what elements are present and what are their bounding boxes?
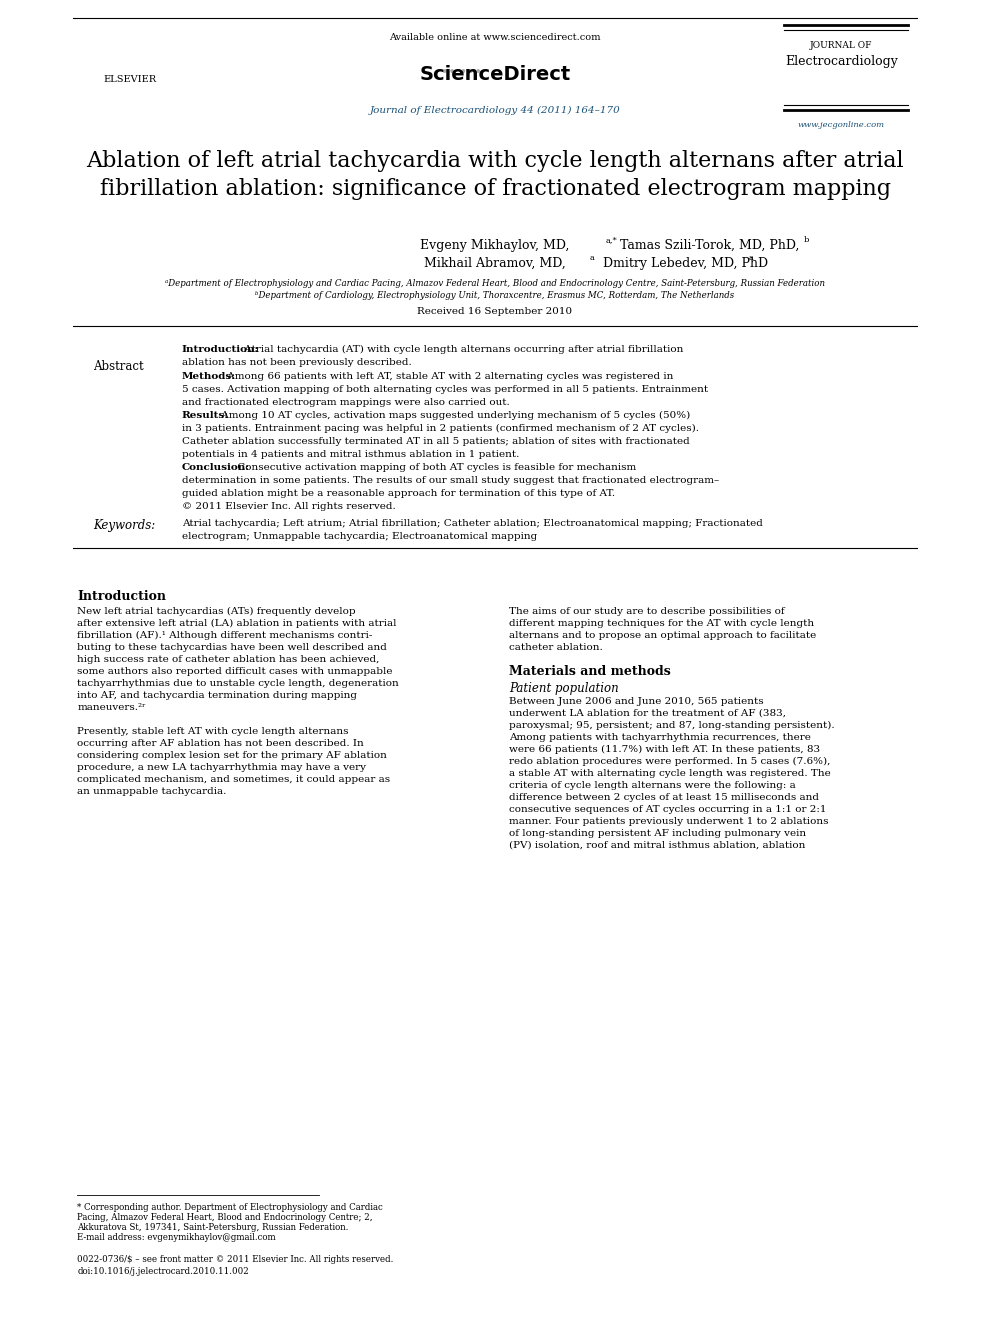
Text: JOURNAL OF: JOURNAL OF [810, 41, 872, 49]
Text: consecutive sequences of AT cycles occurring in a 1:1 or 2:1: consecutive sequences of AT cycles occur… [509, 805, 827, 814]
Text: Electrocardiology: Electrocardiology [785, 55, 898, 69]
Text: Presently, stable left AT with cycle length alternans: Presently, stable left AT with cycle len… [77, 727, 348, 737]
Text: manner. Four patients previously underwent 1 to 2 ablations: manner. Four patients previously underwe… [509, 817, 829, 826]
Text: some authors also reported difficult cases with unmappable: some authors also reported difficult cas… [77, 667, 393, 676]
Text: (PV) isolation, roof and mitral isthmus ablation, ablation: (PV) isolation, roof and mitral isthmus … [509, 841, 806, 850]
Text: a: a [748, 253, 753, 261]
Text: of long-standing persistent AF including pulmonary vein: of long-standing persistent AF including… [509, 829, 807, 838]
Text: * Corresponding author. Department of Electrophysiology and Cardiac: * Corresponding author. Department of El… [77, 1203, 383, 1212]
Text: Mikhail Abramov, MD,: Mikhail Abramov, MD, [424, 256, 566, 269]
Text: Between June 2006 and June 2010, 565 patients: Between June 2006 and June 2010, 565 pat… [509, 697, 764, 706]
Text: ablation has not been previously described.: ablation has not been previously describ… [182, 358, 412, 367]
Text: in 3 patients. Entrainment pacing was helpful in 2 patients (confirmed mechanism: in 3 patients. Entrainment pacing was he… [182, 424, 699, 433]
Text: Akkuratova St, 197341, Saint-Petersburg, Russian Federation.: Akkuratova St, 197341, Saint-Petersburg,… [77, 1224, 348, 1232]
Text: tachyarrhythmias due to unstable cycle length, degeneration: tachyarrhythmias due to unstable cycle l… [77, 678, 399, 688]
Text: criteria of cycle length alternans were the following: a: criteria of cycle length alternans were … [509, 781, 796, 789]
Text: Dmitry Lebedev, MD, PhD: Dmitry Lebedev, MD, PhD [599, 256, 768, 269]
Text: high success rate of catheter ablation has been achieved,: high success rate of catheter ablation h… [77, 655, 380, 664]
Text: Abstract: Abstract [93, 360, 145, 374]
Text: Among patients with tachyarrhythmia recurrences, there: Among patients with tachyarrhythmia recu… [509, 733, 811, 742]
Text: ELSEVIER: ELSEVIER [103, 75, 156, 84]
Text: Ablation of left atrial tachycardia with cycle length alternans after atrial
fib: Ablation of left atrial tachycardia with… [86, 149, 904, 201]
Text: fibrillation (AF).¹ Although different mechanisms contri-: fibrillation (AF).¹ Although different m… [77, 631, 373, 640]
Text: alternans and to propose an optimal approach to facilitate: alternans and to propose an optimal appr… [509, 631, 817, 640]
Text: different mapping techniques for the AT with cycle length: different mapping techniques for the AT … [509, 619, 815, 628]
Text: complicated mechanism, and sometimes, it could appear as: complicated mechanism, and sometimes, it… [77, 775, 390, 784]
Text: buting to these tachycardias have been well described and: buting to these tachycardias have been w… [77, 643, 387, 652]
Text: 0022-0736/$ – see front matter © 2011 Elsevier Inc. All rights reserved.: 0022-0736/$ – see front matter © 2011 El… [77, 1255, 394, 1265]
Text: doi:10.1016/j.jelectrocard.2010.11.002: doi:10.1016/j.jelectrocard.2010.11.002 [77, 1267, 249, 1276]
Text: difference between 2 cycles of at least 15 milliseconds and: difference between 2 cycles of at least … [509, 793, 820, 803]
Text: an unmappable tachycardia.: an unmappable tachycardia. [77, 787, 227, 796]
Text: into AF, and tachycardia termination during mapping: into AF, and tachycardia termination dur… [77, 690, 357, 700]
Text: Keywords:: Keywords: [93, 519, 155, 532]
Text: Consecutive activation mapping of both AT cycles is feasible for mechanism: Consecutive activation mapping of both A… [234, 463, 637, 473]
Text: E-mail address: evgenymikhaylov@gmail.com: E-mail address: evgenymikhaylov@gmail.co… [77, 1233, 276, 1242]
Text: underwent LA ablation for the treatment of AF (383,: underwent LA ablation for the treatment … [509, 709, 786, 718]
Text: Catheter ablation successfully terminated AT in all 5 patients; ablation of site: Catheter ablation successfully terminate… [182, 437, 690, 446]
Text: Pacing, Almazov Federal Heart, Blood and Endocrinology Centre; 2,: Pacing, Almazov Federal Heart, Blood and… [77, 1213, 373, 1222]
Text: ᵇDepartment of Cardiology, Electrophysiology Unit, Thoraxcentre, Erasmus MC, Rot: ᵇDepartment of Cardiology, Electrophysio… [255, 292, 735, 301]
Text: Among 66 patients with left AT, stable AT with 2 alternating cycles was register: Among 66 patients with left AT, stable A… [224, 372, 673, 381]
Text: ᵃDepartment of Electrophysiology and Cardiac Pacing, Almazov Federal Heart, Bloo: ᵃDepartment of Electrophysiology and Car… [165, 279, 825, 288]
Text: •• •••: •• ••• [442, 66, 482, 78]
Text: catheter ablation.: catheter ablation. [509, 643, 603, 652]
Text: Materials and methods: Materials and methods [509, 665, 671, 678]
Text: b: b [804, 236, 809, 244]
Text: Available online at www.sciencedirect.com: Available online at www.sciencedirect.co… [389, 33, 601, 42]
Text: Conclusion:: Conclusion: [182, 463, 249, 473]
Text: ScienceDirect: ScienceDirect [420, 66, 570, 84]
Text: Received 16 September 2010: Received 16 September 2010 [418, 308, 572, 317]
Text: The aims of our study are to describe possibilities of: The aims of our study are to describe po… [509, 607, 785, 616]
Text: a,*: a,* [606, 236, 618, 244]
Text: guided ablation might be a reasonable approach for termination of this type of A: guided ablation might be a reasonable ap… [182, 488, 615, 498]
Text: after extensive left atrial (LA) ablation in patients with atrial: after extensive left atrial (LA) ablatio… [77, 619, 397, 628]
Text: considering complex lesion set for the primary AF ablation: considering complex lesion set for the p… [77, 751, 387, 760]
Text: determination in some patients. The results of our small study suggest that frac: determination in some patients. The resu… [182, 477, 719, 484]
Text: www.jecgonline.com: www.jecgonline.com [798, 121, 885, 129]
Text: maneuvers.²ʳ: maneuvers.²ʳ [77, 704, 147, 711]
Text: Tamas Szili-Torok, MD, PhD,: Tamas Szili-Torok, MD, PhD, [616, 239, 799, 252]
Text: Evgeny Mikhaylov, MD,: Evgeny Mikhaylov, MD, [421, 239, 569, 252]
Text: Atrial tachycardia; Left atrium; Atrial fibrillation; Catheter ablation; Electro: Atrial tachycardia; Left atrium; Atrial … [182, 519, 762, 528]
Text: New left atrial tachycardias (ATs) frequently develop: New left atrial tachycardias (ATs) frequ… [77, 607, 356, 616]
Text: a stable AT with alternating cycle length was registered. The: a stable AT with alternating cycle lengt… [509, 770, 831, 777]
Text: potentials in 4 patients and mitral isthmus ablation in 1 patient.: potentials in 4 patients and mitral isth… [182, 450, 519, 459]
Text: Methods:: Methods: [182, 372, 236, 381]
Text: occurring after AF ablation has not been described. In: occurring after AF ablation has not been… [77, 739, 364, 748]
Text: Among 10 AT cycles, activation maps suggested underlying mechanism of 5 cycles (: Among 10 AT cycles, activation maps sugg… [218, 411, 690, 420]
Text: procedure, a new LA tachyarrhythmia may have a very: procedure, a new LA tachyarrhythmia may … [77, 763, 366, 772]
Text: Patient population: Patient population [509, 682, 619, 696]
Text: Atrial tachycardia (AT) with cycle length alternans occurring after atrial fibri: Atrial tachycardia (AT) with cycle lengt… [241, 345, 683, 354]
Text: electrogram; Unmappable tachycardia; Electroanatomical mapping: electrogram; Unmappable tachycardia; Ele… [182, 532, 537, 541]
Text: and fractionated electrogram mappings were also carried out.: and fractionated electrogram mappings we… [182, 399, 510, 407]
Text: Introduction:: Introduction: [182, 345, 259, 354]
Text: 5 cases. Activation mapping of both alternating cycles was performed in all 5 pa: 5 cases. Activation mapping of both alte… [182, 385, 708, 393]
Text: paroxysmal; 95, persistent; and 87, long-standing persistent).: paroxysmal; 95, persistent; and 87, long… [509, 721, 835, 730]
Text: © 2011 Elsevier Inc. All rights reserved.: © 2011 Elsevier Inc. All rights reserved… [182, 502, 396, 511]
Text: redo ablation procedures were performed. In 5 cases (7.6%),: redo ablation procedures were performed.… [509, 756, 831, 766]
Text: a: a [590, 253, 595, 261]
Text: Results:: Results: [182, 411, 229, 420]
Text: Introduction: Introduction [77, 590, 166, 603]
Text: Journal of Electrocardiology 44 (2011) 164–170: Journal of Electrocardiology 44 (2011) 1… [369, 106, 621, 115]
Text: were 66 patients (11.7%) with left AT. In these patients, 83: were 66 patients (11.7%) with left AT. I… [509, 744, 821, 754]
